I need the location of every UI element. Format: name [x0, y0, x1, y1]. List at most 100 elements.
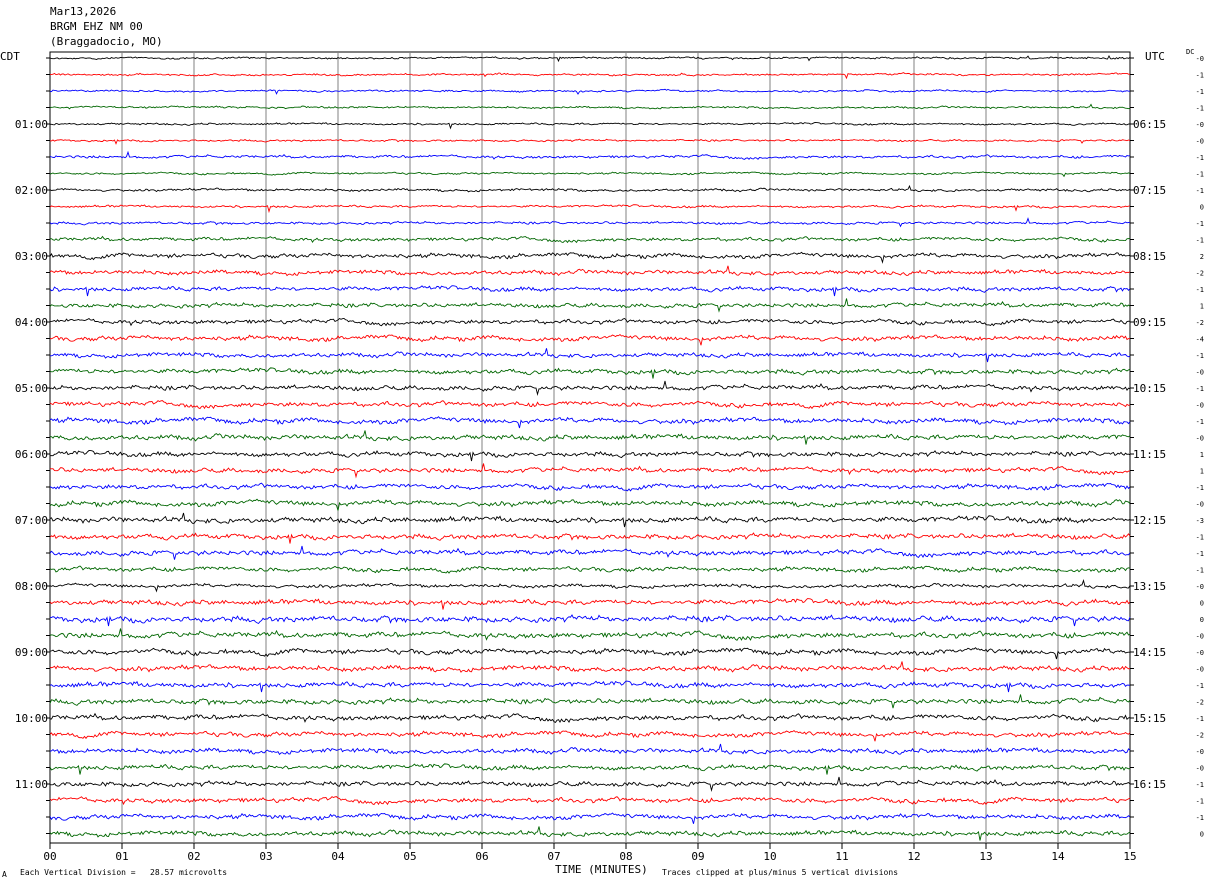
x-tick-label: 06 — [475, 850, 488, 863]
left-timezone-label: CDT — [0, 50, 20, 63]
left-hour-label: 01:00 — [15, 118, 48, 131]
location-label: (Braggadocio, MO) — [50, 35, 163, 48]
seismic-trace — [49, 298, 1131, 313]
dc-offset-label: -1 — [1196, 550, 1204, 558]
dc-offset-label: 2 — [1200, 253, 1204, 261]
seismic-trace — [49, 204, 1131, 214]
x-tick-label: 00 — [43, 850, 56, 863]
left-hour-label: 05:00 — [15, 382, 48, 395]
seismic-trace — [49, 88, 1131, 95]
dc-offset-label: -0 — [1196, 402, 1204, 410]
seismic-trace — [49, 463, 1131, 479]
dc-offset-label: -1 — [1196, 567, 1204, 575]
seismic-trace — [49, 122, 1131, 130]
station-label: BRGM EHZ NM 00 — [50, 20, 143, 33]
dc-offset-label: -2 — [1196, 699, 1204, 707]
seismic-trace — [49, 598, 1131, 610]
dc-offset-label: -1 — [1196, 781, 1204, 789]
footer-mark: A — [2, 870, 7, 879]
x-tick-label: 09 — [691, 850, 704, 863]
x-tick-label: 05 — [403, 850, 416, 863]
seismic-trace — [49, 217, 1131, 228]
x-tick-label: 15 — [1123, 850, 1136, 863]
seismic-trace — [49, 184, 1131, 193]
dc-offset-label: -1 — [1196, 798, 1204, 806]
dc-offset-label: 1 — [1200, 303, 1204, 311]
dc-offset-label: -1 — [1196, 171, 1204, 179]
seismic-trace — [49, 545, 1131, 560]
seismic-trace — [49, 171, 1131, 178]
right-hour-label: 13:15 — [1133, 580, 1166, 593]
dc-offset-label: -0 — [1196, 501, 1204, 509]
right-hour-label: 10:15 — [1133, 382, 1166, 395]
left-hour-label: 02:00 — [15, 184, 48, 197]
seismic-trace — [49, 72, 1131, 80]
seismic-trace — [49, 367, 1131, 379]
dc-offset-label: -0 — [1196, 138, 1204, 146]
dc-offset-label: 1 — [1200, 451, 1204, 459]
dc-offset-label: -1 — [1196, 105, 1204, 113]
left-hour-label: 07:00 — [15, 514, 48, 527]
dc-offset-label: -1 — [1196, 88, 1204, 96]
seismic-trace — [49, 661, 1131, 673]
dc-offset-label: -1 — [1196, 534, 1204, 542]
seismic-trace — [49, 812, 1131, 824]
x-tick-label: 11 — [835, 850, 848, 863]
left-hour-label: 08:00 — [15, 580, 48, 593]
chart-header: Mar13,2026 BRGM EHZ NM 00 (Braggadocio, … — [50, 4, 163, 49]
seismic-trace — [49, 680, 1131, 693]
dc-offset-label: -0 — [1196, 765, 1204, 773]
dc-offset-label: -1 — [1196, 385, 1204, 393]
right-timezone-label: UTC — [1145, 50, 1165, 63]
seismic-trace — [49, 498, 1131, 511]
right-hour-label: 08:15 — [1133, 250, 1166, 263]
x-tick-label: 10 — [763, 850, 776, 863]
seismic-trace — [49, 628, 1131, 641]
left-hour-label: 09:00 — [15, 646, 48, 659]
dc-offset-label: -4 — [1196, 336, 1204, 344]
seismic-trace — [49, 55, 1131, 63]
seismic-trace — [49, 512, 1131, 528]
left-hour-label: 03:00 — [15, 250, 48, 263]
plot-frame — [49, 51, 1131, 844]
seismic-trace — [49, 251, 1131, 264]
dc-offset-label: -1 — [1196, 352, 1204, 360]
seismic-trace — [49, 763, 1131, 775]
seismic-trace — [49, 482, 1131, 492]
seismic-trace — [49, 333, 1131, 346]
dc-offset-label: -0 — [1196, 583, 1204, 591]
dc-offset-label: -0 — [1196, 649, 1204, 657]
dc-offset-label: -0 — [1196, 369, 1204, 377]
dc-offset-label: -1 — [1196, 187, 1204, 195]
seismic-trace — [49, 776, 1131, 792]
seismic-trace — [49, 235, 1131, 244]
dc-offset-label: 1 — [1200, 468, 1204, 476]
dc-offset-label: -1 — [1196, 814, 1204, 822]
dc-offset-label: -1 — [1196, 154, 1204, 162]
seismic-trace — [49, 150, 1131, 160]
dc-offset-label: -1 — [1196, 286, 1204, 294]
dc-offset-label: -1 — [1196, 715, 1204, 723]
dc-offset-label: 0 — [1200, 616, 1204, 624]
seismic-trace — [49, 400, 1131, 410]
right-hour-label: 06:15 — [1133, 118, 1166, 131]
dc-offset-label: -3 — [1196, 517, 1204, 525]
right-hour-label: 16:15 — [1133, 778, 1166, 791]
dc-offset-label: -1 — [1196, 484, 1204, 492]
dc-offset-label: -0 — [1196, 435, 1204, 443]
seismic-trace — [49, 348, 1131, 363]
dc-offset-label: 0 — [1200, 831, 1204, 839]
dc-offset-label: -1 — [1196, 220, 1204, 228]
seismic-trace — [49, 450, 1131, 462]
x-tick-label: 07 — [547, 850, 560, 863]
dc-offset-label: 0 — [1200, 600, 1204, 608]
dc-offset-label: -0 — [1196, 55, 1204, 63]
dc-offset-label: -0 — [1196, 633, 1204, 641]
clip-note: Traces clipped at plus/minus 5 vertical … — [662, 868, 899, 877]
dc-header-label: DC — [1186, 48, 1195, 56]
dc-offset-label: 0 — [1200, 204, 1204, 212]
dc-offset-label: -0 — [1196, 121, 1204, 129]
x-tick-label: 04 — [331, 850, 345, 863]
x-tick-label: 03 — [259, 850, 272, 863]
x-tick-label: 14 — [1051, 850, 1065, 863]
